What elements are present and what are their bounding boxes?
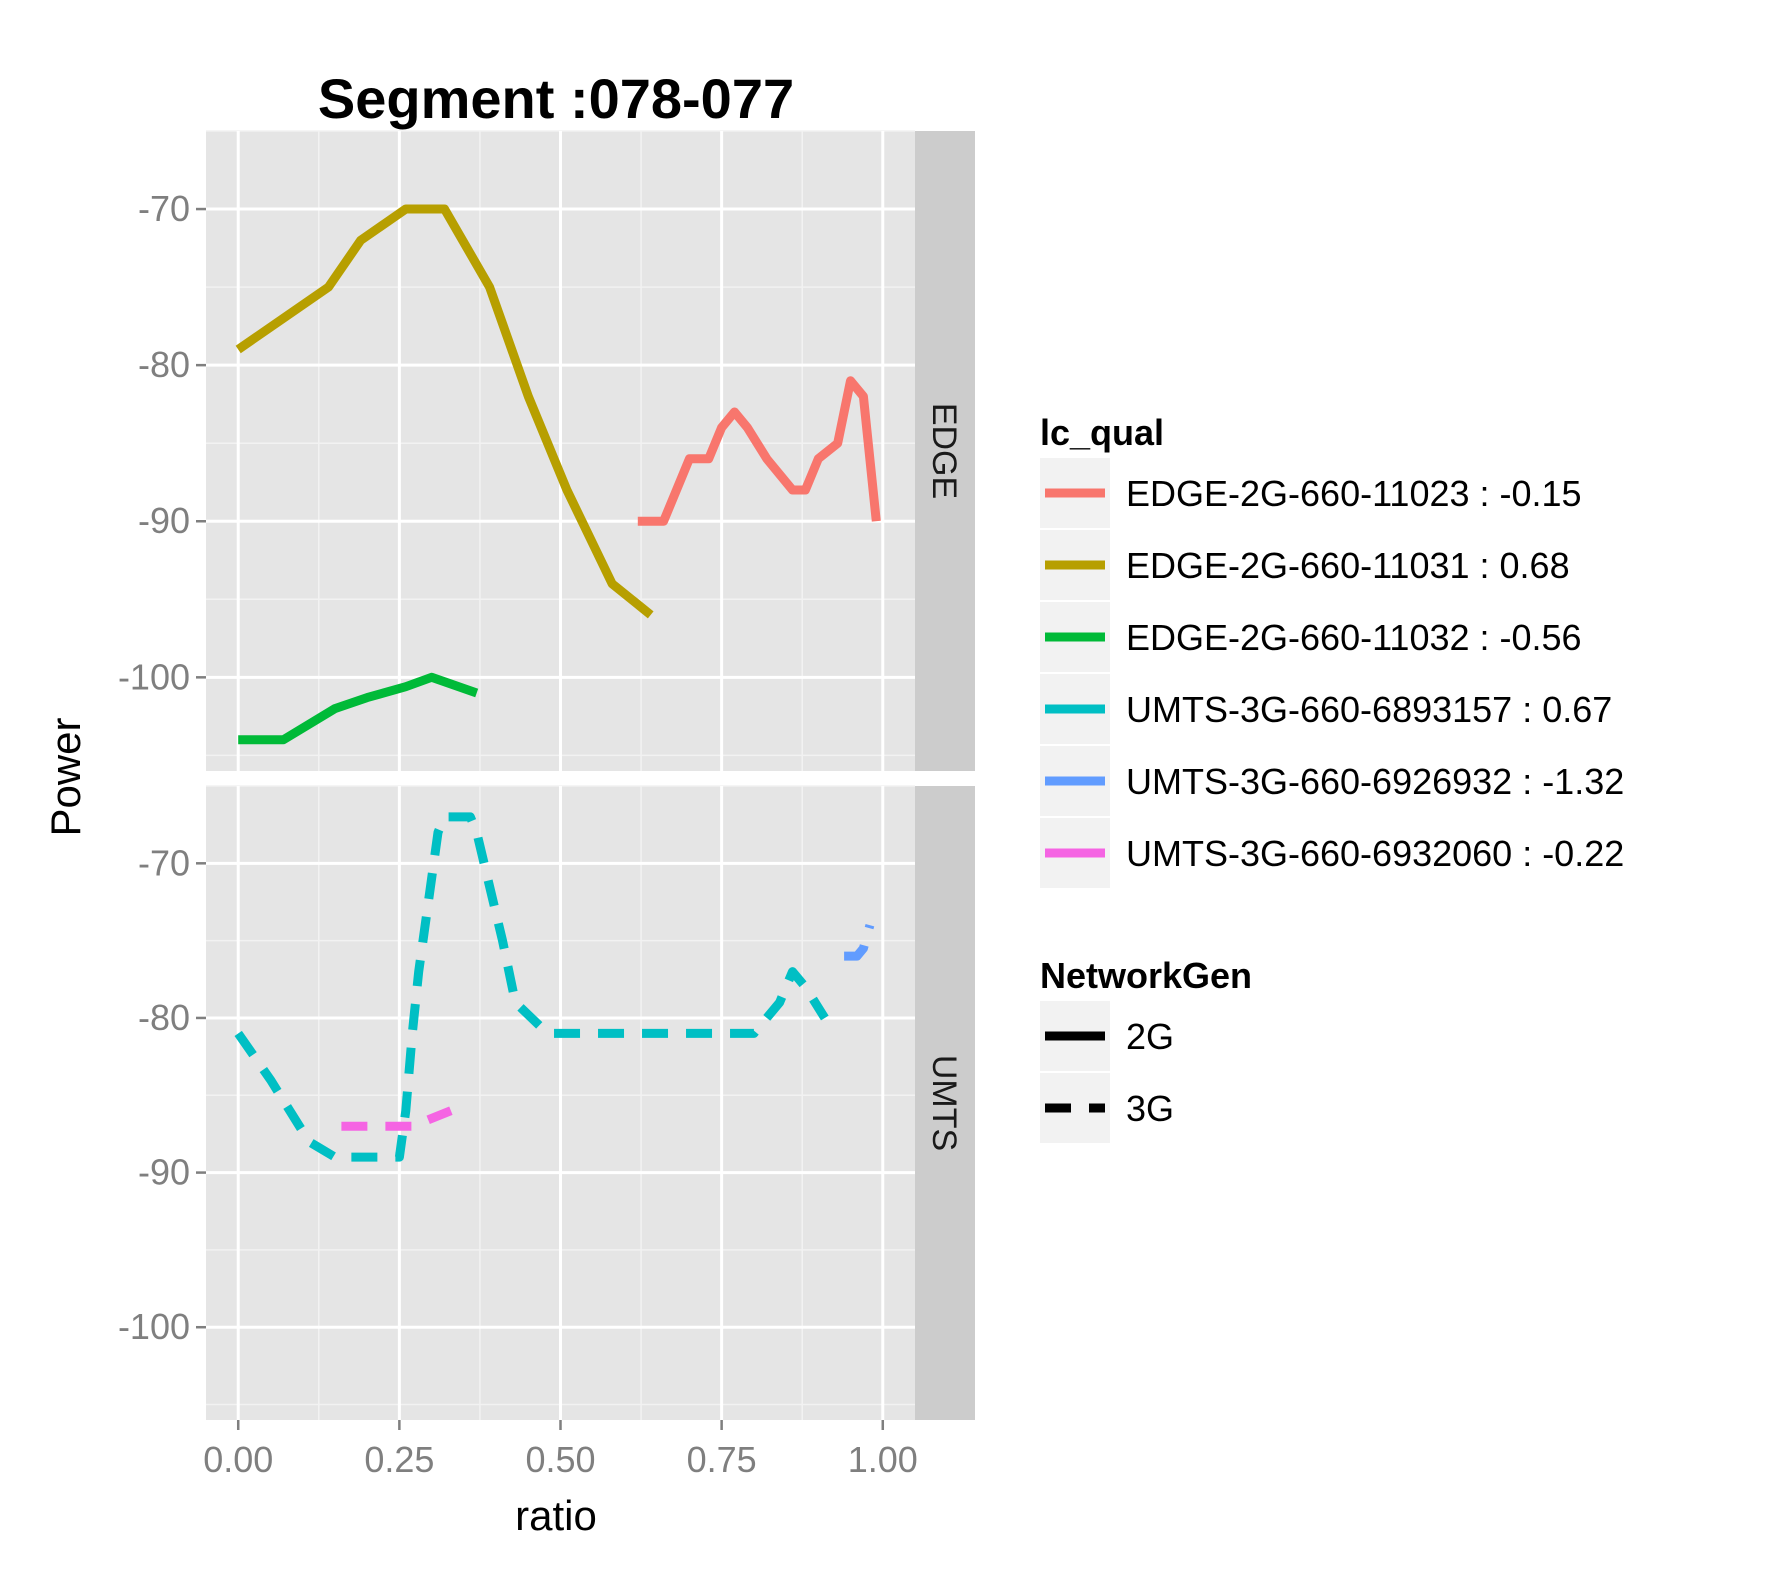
y-tick-label: -70 bbox=[138, 842, 190, 883]
legend-entry: EDGE-2G-660-11023 : -0.15 bbox=[1040, 458, 1582, 528]
x-tick-label: 0.75 bbox=[687, 1439, 757, 1480]
legend-label: 3G bbox=[1126, 1088, 1174, 1129]
legend-label: UMTS-3G-660-6932060 : -0.22 bbox=[1126, 833, 1624, 874]
series-line bbox=[341, 1106, 453, 1131]
legend-entry: 2G bbox=[1040, 1001, 1174, 1071]
y-tick-label: -80 bbox=[138, 997, 190, 1038]
legend-title: lc_qual bbox=[1040, 412, 1164, 453]
x-axis: 0.00 0.25 0.50 0.75 1.00 bbox=[203, 1420, 918, 1480]
facet-strip-label: UMTS bbox=[925, 1055, 963, 1151]
chart-title: Segment :078-077 bbox=[318, 67, 794, 130]
legend-label: UMTS-3G-660-6893157 : 0.67 bbox=[1126, 689, 1612, 730]
facet-strip bbox=[915, 131, 975, 771]
series-line bbox=[238, 672, 479, 745]
y-tick-label: -90 bbox=[138, 500, 190, 541]
y-tick-label: -100 bbox=[118, 656, 190, 697]
facet-panels: -70 -80 -90 -100 EDGE -70 -80 -90 -100 UMTS bbox=[118, 130, 975, 1420]
legend-label: EDGE-2G-660-11032 : -0.56 bbox=[1126, 617, 1582, 658]
facet-strip bbox=[915, 786, 975, 1420]
legend-lc_qual: lc_qual EDGE-2G-660-11023 : -0.15 EDGE-2G-… bbox=[1040, 412, 1624, 888]
legend-label: EDGE-2G-660-11031 : 0.68 bbox=[1126, 545, 1570, 586]
x-axis-title: ratio bbox=[515, 1492, 597, 1539]
legend-label: 2G bbox=[1126, 1016, 1174, 1057]
legend: lc_qual EDGE-2G-660-11023 : -0.15 EDGE-2G-… bbox=[1040, 412, 1624, 1143]
y-tick-label: -100 bbox=[118, 1306, 190, 1347]
series-line bbox=[844, 923, 875, 961]
x-tick-label: 0.25 bbox=[364, 1439, 434, 1480]
facet-strip-label: EDGE bbox=[925, 403, 963, 499]
legend-entry: EDGE-2G-660-11032 : -0.56 bbox=[1040, 602, 1582, 672]
x-tick-label: 0.00 bbox=[203, 1439, 273, 1480]
facet-panel-edge: -70 -80 -90 -100 EDGE bbox=[118, 130, 975, 771]
legend-networkgen: NetworkGen 2G 3G bbox=[1040, 955, 1252, 1143]
series-line bbox=[235, 204, 654, 619]
legend-title: NetworkGen bbox=[1040, 955, 1252, 996]
x-tick-label: 0.50 bbox=[525, 1439, 595, 1480]
legend-entry: UMTS-3G-660-6926932 : -1.32 bbox=[1040, 746, 1624, 816]
legend-label: UMTS-3G-660-6926932 : -1.32 bbox=[1126, 761, 1624, 802]
series-line bbox=[637, 376, 881, 526]
facet-panel-umts: -70 -80 -90 -100 UMTS bbox=[118, 785, 975, 1420]
y-axis-title: Power bbox=[42, 717, 89, 836]
y-tick-label: -80 bbox=[138, 344, 190, 385]
legend-entry: UMTS-3G-660-6893157 : 0.67 bbox=[1040, 674, 1612, 744]
x-tick-label: 1.00 bbox=[848, 1439, 918, 1480]
legend-entry: 3G bbox=[1040, 1073, 1174, 1143]
y-tick-label: -70 bbox=[138, 188, 190, 229]
legend-label: EDGE-2G-660-11023 : -0.15 bbox=[1126, 473, 1582, 514]
legend-entry: EDGE-2G-660-11031 : 0.68 bbox=[1040, 530, 1570, 600]
y-tick-label: -90 bbox=[138, 1152, 190, 1193]
legend-entry: UMTS-3G-660-6932060 : -0.22 bbox=[1040, 818, 1624, 888]
